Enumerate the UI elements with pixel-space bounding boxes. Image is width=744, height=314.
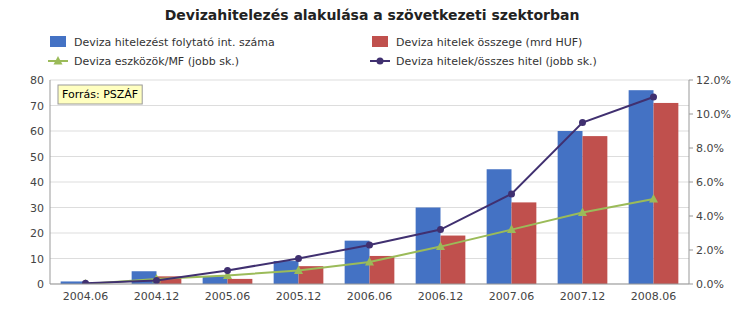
bar — [629, 90, 654, 284]
y2-tick — [689, 182, 693, 183]
legend-swatch — [50, 36, 66, 47]
marker — [508, 190, 515, 197]
y2-tick-label: 10.0% — [696, 108, 731, 121]
chart: Devizahitelezés alakulása a szövetkezeti… — [0, 0, 744, 314]
legend-label: Deviza hitelek összege (mrd HUF) — [396, 36, 582, 49]
title: Devizahitelezés alakulása a szövetkezeti… — [165, 7, 580, 23]
grid-line — [50, 284, 689, 285]
x-tick-label: 2006.06 — [347, 290, 393, 303]
y2-tick-label: 0.0% — [696, 278, 724, 291]
bar — [512, 202, 537, 284]
y-tick-label: 30 — [30, 202, 44, 215]
y-tick-label: 20 — [30, 227, 44, 240]
x-tick-label: 2004.06 — [63, 290, 109, 303]
y2-axis-line — [689, 80, 690, 284]
x-tick-label: 2007.06 — [489, 290, 535, 303]
bar — [228, 279, 253, 284]
marker — [295, 255, 302, 262]
marker — [437, 226, 444, 233]
y2-tick-label: 4.0% — [696, 210, 724, 223]
legend-label: Deviza hitelek/összes hitel (jobb sk.) — [396, 55, 597, 68]
marker — [224, 267, 231, 274]
legend-swatch — [372, 36, 388, 47]
marker — [153, 277, 160, 284]
y2-tick — [689, 148, 693, 149]
legend-marker — [54, 56, 63, 65]
marker — [436, 242, 445, 251]
y2-tick — [689, 250, 693, 251]
y-tick-label: 40 — [30, 176, 44, 189]
marker — [82, 280, 89, 284]
grid-line — [50, 80, 689, 81]
marks — [61, 90, 679, 284]
y2-tick — [689, 216, 693, 217]
marker — [366, 241, 373, 248]
legend-item: Deviza eszközök/MF (jobb sk.) — [48, 55, 239, 68]
line — [86, 97, 654, 283]
bar — [558, 131, 583, 284]
x-tick-label: 2005.06 — [205, 290, 251, 303]
marker — [649, 194, 658, 203]
legend-item: Deviza hitelek/összes hitel (jobb sk.) — [370, 55, 597, 68]
grid-line — [50, 105, 689, 106]
y-tick-label: 70 — [30, 100, 44, 113]
y2-tick-label: 2.0% — [696, 244, 724, 257]
x-tick-label: 2006.12 — [418, 290, 464, 303]
legend: Deviza hitelezést folytató int. száma Dev… — [48, 36, 597, 68]
bar — [416, 208, 441, 285]
marker — [294, 265, 303, 274]
y2-tick-label: 12.0% — [696, 74, 731, 87]
y2-tick-label: 8.0% — [696, 142, 724, 155]
grid-line — [50, 131, 689, 132]
y-tick-label: 80 — [30, 74, 44, 87]
x-tick-label: 2008.06 — [631, 290, 677, 303]
y2-tick — [689, 284, 693, 285]
y-axis-line — [50, 80, 51, 284]
y-tick-label: 60 — [30, 125, 44, 138]
y2-tick — [689, 80, 693, 81]
marker — [81, 279, 90, 284]
y-tick-label: 10 — [30, 253, 44, 266]
x-tick-label: 2007.12 — [560, 290, 606, 303]
x-axis-line — [50, 284, 689, 285]
legend-item: Deviza hitelezést folytató int. száma — [50, 36, 275, 49]
marker — [579, 119, 586, 126]
marker — [578, 208, 587, 217]
annotation: Forrás: PSZÁF — [58, 85, 142, 104]
legend-marker — [377, 58, 384, 65]
bar — [654, 103, 679, 284]
grid — [50, 80, 689, 284]
y2-tick-label: 6.0% — [696, 176, 724, 189]
x-tick-label: 2004.12 — [134, 290, 180, 303]
y-tick-label: 50 — [30, 151, 44, 164]
annotation-box — [58, 85, 142, 104]
y2-tick — [689, 114, 693, 115]
legend-label: Deviza eszközök/MF (jobb sk.) — [74, 55, 239, 68]
line — [86, 199, 654, 284]
legend-label: Deviza hitelezést folytató int. száma — [74, 36, 275, 49]
legend-item: Deviza hitelek összege (mrd HUF) — [372, 36, 582, 49]
annotation-text: Forrás: PSZÁF — [62, 88, 138, 101]
y-tick-label: 0 — [37, 278, 44, 291]
x-tick-label: 2005.12 — [276, 290, 322, 303]
marker — [365, 257, 374, 266]
marker — [650, 94, 657, 101]
bar — [487, 169, 512, 284]
marker — [507, 225, 516, 234]
